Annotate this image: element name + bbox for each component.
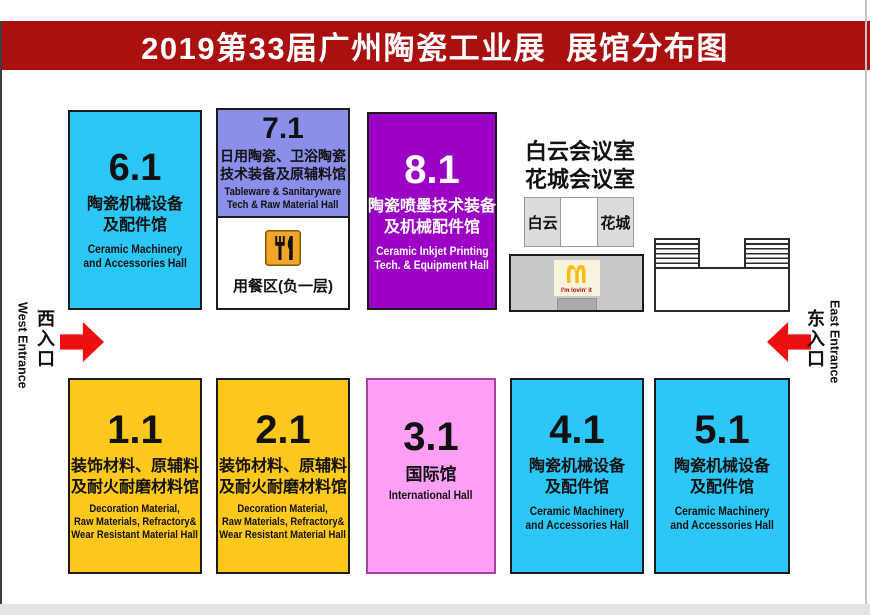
hall-name-cn: 陶瓷机械设备	[86, 196, 183, 214]
hall-5-1: 5.1 陶瓷机械设备 及配件馆 Ceramic Machinery and Ac…	[654, 378, 790, 574]
west-entrance-label-cn: 西入口	[35, 309, 55, 369]
meeting-rooms-title: 白云会议室 花城会议室	[500, 138, 660, 193]
hall-3-1: 3.1 国际馆 International Hall	[366, 378, 496, 574]
room-baiyun: 白云	[525, 198, 561, 246]
meeting-rooms-row: 白云 花城	[524, 197, 634, 247]
hall-name-en: Raw Materials, Refractory&	[221, 516, 345, 529]
hall-number: 1.1	[107, 408, 163, 453]
hall-name-cn: 及机械配件馆	[383, 219, 480, 237]
stairs-block	[654, 238, 700, 269]
mcdonalds-logo-icon	[564, 263, 590, 288]
hall-name-en: Ceramic Inkjet Printing	[375, 243, 489, 258]
building-entry-block	[556, 298, 597, 310]
meeting-title-line: 花城会议室	[524, 166, 635, 192]
hall-6-1: 6.1 陶瓷机械设备 及配件馆 Ceramic Machinery and Ac…	[68, 110, 202, 310]
hall-name-cn: 装饰材料、原辅料	[70, 458, 199, 476]
hall-name-en: International Hall	[389, 487, 473, 502]
hall-name-cn: 及耐火耐磨材料馆	[70, 479, 199, 497]
hall-name-cn: 陶瓷机械设备	[673, 458, 770, 476]
hall-name-en: Ceramic Machinery	[87, 241, 183, 256]
hall-name-cn: 日用陶瓷、卫浴陶瓷	[220, 147, 346, 164]
hall-name-en: Tech. & Equipment Hall	[374, 258, 490, 273]
hall-name-cn: 及配件馆	[689, 479, 754, 497]
mcdonalds-sign: I'm lovin' it	[553, 260, 600, 296]
room-huacheng: 花城	[597, 198, 633, 246]
hall-2-1: 2.1 装饰材料、原辅料 及耐火耐磨材料馆 Decoration Materia…	[216, 378, 350, 574]
dining-label: 用餐区(负一层)	[233, 277, 333, 295]
hall-name-cn: 技术装备及原辅料馆	[220, 166, 346, 183]
hall-1-1: 1.1 装饰材料、原辅料 及耐火耐磨材料馆 Decoration Materia…	[68, 378, 202, 574]
mcdonalds-building: I'm lovin' it	[509, 254, 644, 312]
hall-7-1: 7.1 日用陶瓷、卫浴陶瓷 技术装备及原辅料馆 Tableware & Sani…	[218, 110, 348, 218]
east-entrance-label-cn: 东入口	[805, 309, 825, 369]
meeting-title-line: 白云会议室	[524, 139, 635, 164]
hall-number: 6.1	[108, 147, 162, 190]
hall-8-1: 8.1 陶瓷喷墨技术装备 及机械配件馆 Ceramic Inkjet Print…	[367, 112, 497, 310]
hall-name-en: Tech & Raw Material Hall	[227, 199, 339, 212]
hall-name-cn: 装饰材料、原辅料	[218, 458, 347, 476]
hall-name-en: Ceramic Machinery	[674, 503, 770, 518]
hall-name-cn: 陶瓷机械设备	[528, 458, 625, 476]
room-middle	[560, 198, 598, 246]
east-building	[654, 267, 790, 312]
fork-knife-icon	[265, 229, 301, 271]
hall-name-cn: 及配件馆	[102, 217, 167, 235]
hall-name-en: Raw Materials, Refractory&	[73, 516, 197, 529]
hall-4-1: 4.1 陶瓷机械设备 及配件馆 Ceramic Machinery and Ac…	[510, 378, 644, 574]
hall-number: 8.1	[404, 148, 460, 193]
hall-number: 5.1	[694, 408, 750, 453]
map-left-edge	[0, 21, 2, 604]
hall-name-en: and Accessories Hall	[670, 518, 774, 533]
page-title: 2019第33届广州陶瓷工业展 展馆分布图	[0, 21, 870, 70]
hall-name-en: Wear Resistant Material Hall	[71, 529, 199, 542]
hall-number: 2.1	[255, 408, 311, 453]
hall-name-cn: 及配件馆	[544, 479, 609, 497]
west-entrance-label-en: West Entrance	[15, 302, 30, 389]
map-bottom-strip	[0, 604, 870, 615]
west-entrance-arrow-icon	[60, 322, 104, 362]
hall-7-1-block: 7.1 日用陶瓷、卫浴陶瓷 技术装备及原辅料馆 Tableware & Sani…	[216, 108, 350, 310]
hall-name-en: Decoration Material,	[237, 503, 329, 516]
hall-name-en: Decoration Material,	[89, 503, 181, 516]
hall-name-en: Ceramic Machinery	[529, 503, 625, 518]
east-entrance-label-en: East Entrance	[827, 300, 842, 384]
dining-area: 用餐区(负一层)	[218, 218, 348, 307]
hall-name-cn: 及耐火耐磨材料馆	[218, 479, 347, 497]
hall-number: 7.1	[262, 112, 304, 146]
hall-name-en: Tableware & Sanitaryware	[224, 186, 342, 199]
hall-name-en: Wear Resistant Material Hall	[219, 529, 347, 542]
map-right-edge	[865, 0, 867, 615]
hall-name-en: and Accessories Hall	[525, 518, 629, 533]
hall-name-cn: 陶瓷喷墨技术装备	[368, 198, 497, 216]
hall-number: 4.1	[549, 408, 605, 453]
hall-name-cn: 国际馆	[405, 464, 457, 484]
mcdonalds-slogan: I'm lovin' it	[561, 287, 592, 294]
hall-name-en: and Accessories Hall	[83, 256, 187, 271]
hall-number: 3.1	[403, 414, 459, 459]
stairs-block	[744, 238, 790, 269]
